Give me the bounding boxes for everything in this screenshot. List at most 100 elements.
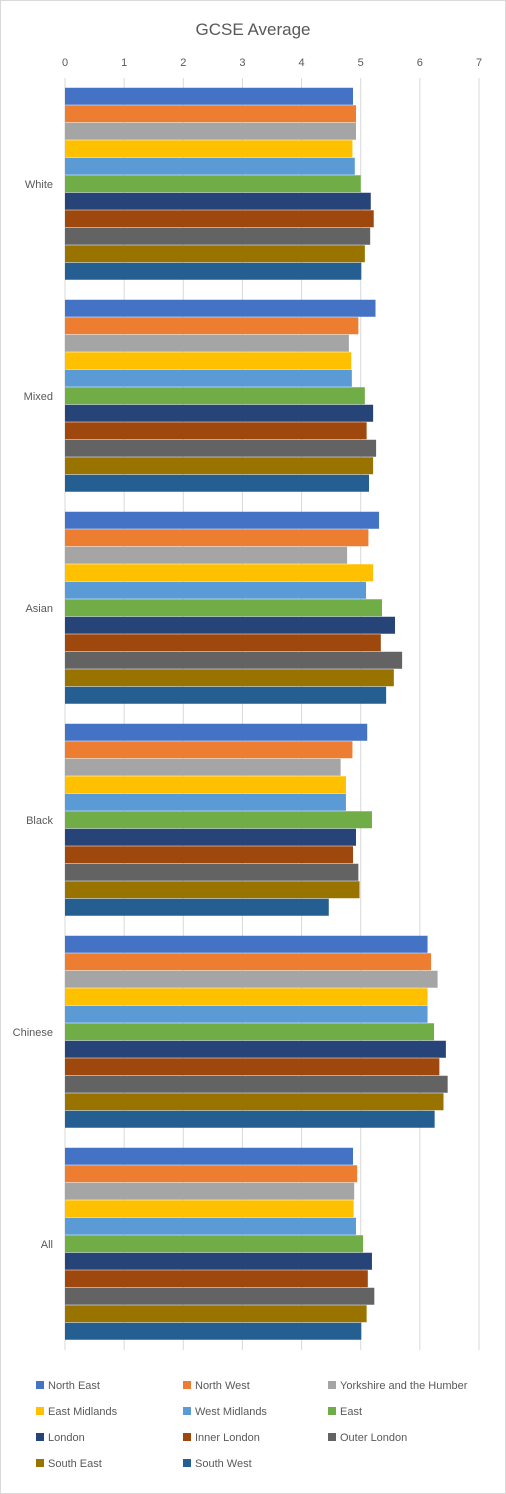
bar bbox=[65, 422, 367, 440]
bar bbox=[65, 723, 368, 741]
bar bbox=[65, 1147, 354, 1165]
legend-item: South West bbox=[183, 1458, 252, 1470]
bar bbox=[65, 1058, 440, 1076]
bar bbox=[65, 192, 371, 210]
bar bbox=[65, 157, 355, 175]
x-tick-label: 0 bbox=[62, 57, 68, 69]
bar bbox=[65, 299, 376, 317]
category-label: Black bbox=[26, 815, 53, 827]
bar bbox=[65, 1005, 428, 1023]
legend-item: West Midlands bbox=[183, 1406, 267, 1418]
bar bbox=[65, 1305, 367, 1323]
bar bbox=[65, 122, 356, 140]
bar bbox=[65, 953, 432, 971]
bar bbox=[65, 616, 396, 634]
legend-swatch bbox=[328, 1407, 336, 1415]
x-tick-label: 4 bbox=[299, 57, 305, 69]
bar bbox=[65, 564, 374, 582]
bar bbox=[65, 898, 329, 916]
legend-label: Outer London bbox=[340, 1432, 408, 1444]
legend-label: North East bbox=[48, 1380, 100, 1392]
bar bbox=[65, 1322, 362, 1340]
bar bbox=[65, 1075, 448, 1093]
bar bbox=[65, 245, 365, 263]
bar bbox=[65, 1182, 355, 1200]
legend-label: Inner London bbox=[195, 1432, 260, 1444]
legend-item: Inner London bbox=[183, 1432, 260, 1444]
bar bbox=[65, 1093, 444, 1111]
category-label: All bbox=[41, 1239, 53, 1251]
bar bbox=[65, 1287, 375, 1305]
bar-chart: 0 1 2 3 4 5 6 7 White Mixed Asian Black Chinese All bbox=[13, 57, 482, 1350]
legend-label: South East bbox=[48, 1458, 102, 1470]
category-label: Asian bbox=[25, 603, 53, 615]
legend-swatch bbox=[36, 1433, 44, 1441]
legend-swatch bbox=[183, 1407, 191, 1415]
legend-swatch bbox=[183, 1433, 191, 1441]
bar bbox=[65, 369, 352, 387]
legend-swatch bbox=[183, 1459, 191, 1467]
bar bbox=[65, 599, 383, 617]
legend-swatch bbox=[36, 1381, 44, 1389]
bar bbox=[65, 686, 387, 704]
x-tick-label: 6 bbox=[417, 57, 423, 69]
bar bbox=[65, 1023, 435, 1041]
bar bbox=[65, 1040, 446, 1058]
legend-item: East Midlands bbox=[36, 1406, 117, 1418]
legend-item: North West bbox=[183, 1380, 250, 1392]
legend-label: Yorkshire and the Humber bbox=[340, 1380, 468, 1392]
legend-label: South West bbox=[195, 1458, 252, 1470]
bar bbox=[65, 1200, 354, 1218]
bar bbox=[65, 846, 354, 864]
x-tick-label: 2 bbox=[180, 57, 186, 69]
bar bbox=[65, 334, 349, 352]
x-tick-label: 7 bbox=[476, 57, 482, 69]
bar bbox=[65, 651, 403, 669]
legend-swatch bbox=[36, 1459, 44, 1467]
bar bbox=[65, 457, 374, 475]
bar bbox=[65, 105, 356, 123]
category-label: White bbox=[25, 179, 53, 191]
bar bbox=[65, 546, 348, 564]
bar bbox=[65, 828, 356, 846]
bar bbox=[65, 227, 371, 245]
legend-item: London bbox=[36, 1432, 85, 1444]
bar bbox=[65, 1165, 358, 1183]
bar bbox=[65, 970, 438, 988]
bar bbox=[65, 881, 360, 899]
legend-item: East bbox=[328, 1406, 362, 1418]
bar bbox=[65, 581, 367, 599]
bar bbox=[65, 175, 361, 193]
bar bbox=[65, 1235, 364, 1253]
legend-swatch bbox=[36, 1407, 44, 1415]
bar bbox=[65, 1110, 435, 1128]
bar bbox=[65, 404, 374, 422]
bar bbox=[65, 1217, 356, 1235]
bar bbox=[65, 669, 394, 687]
bar bbox=[65, 634, 381, 652]
bar bbox=[65, 776, 346, 794]
bar bbox=[65, 140, 353, 158]
x-tick-label: 3 bbox=[239, 57, 245, 69]
bar bbox=[65, 529, 369, 547]
bar bbox=[65, 1252, 372, 1270]
bar bbox=[65, 87, 354, 105]
x-tick-label: 5 bbox=[358, 57, 364, 69]
bar bbox=[65, 474, 369, 492]
bar bbox=[65, 741, 353, 759]
legend-item: North East bbox=[36, 1380, 100, 1392]
bar bbox=[65, 439, 377, 457]
chart-title: GCSE Average bbox=[195, 20, 311, 39]
bar bbox=[65, 317, 359, 335]
legend-swatch bbox=[328, 1433, 336, 1441]
bar bbox=[65, 935, 428, 953]
legend-item: Outer London bbox=[328, 1432, 407, 1444]
bar bbox=[65, 262, 362, 280]
bar bbox=[65, 210, 374, 228]
legend-swatch bbox=[183, 1381, 191, 1389]
legend-label: West Midlands bbox=[195, 1406, 267, 1418]
legend-item: Yorkshire and the Humber bbox=[328, 1380, 467, 1392]
legend-label: London bbox=[48, 1432, 85, 1444]
bar bbox=[65, 511, 380, 529]
bar bbox=[65, 863, 359, 881]
